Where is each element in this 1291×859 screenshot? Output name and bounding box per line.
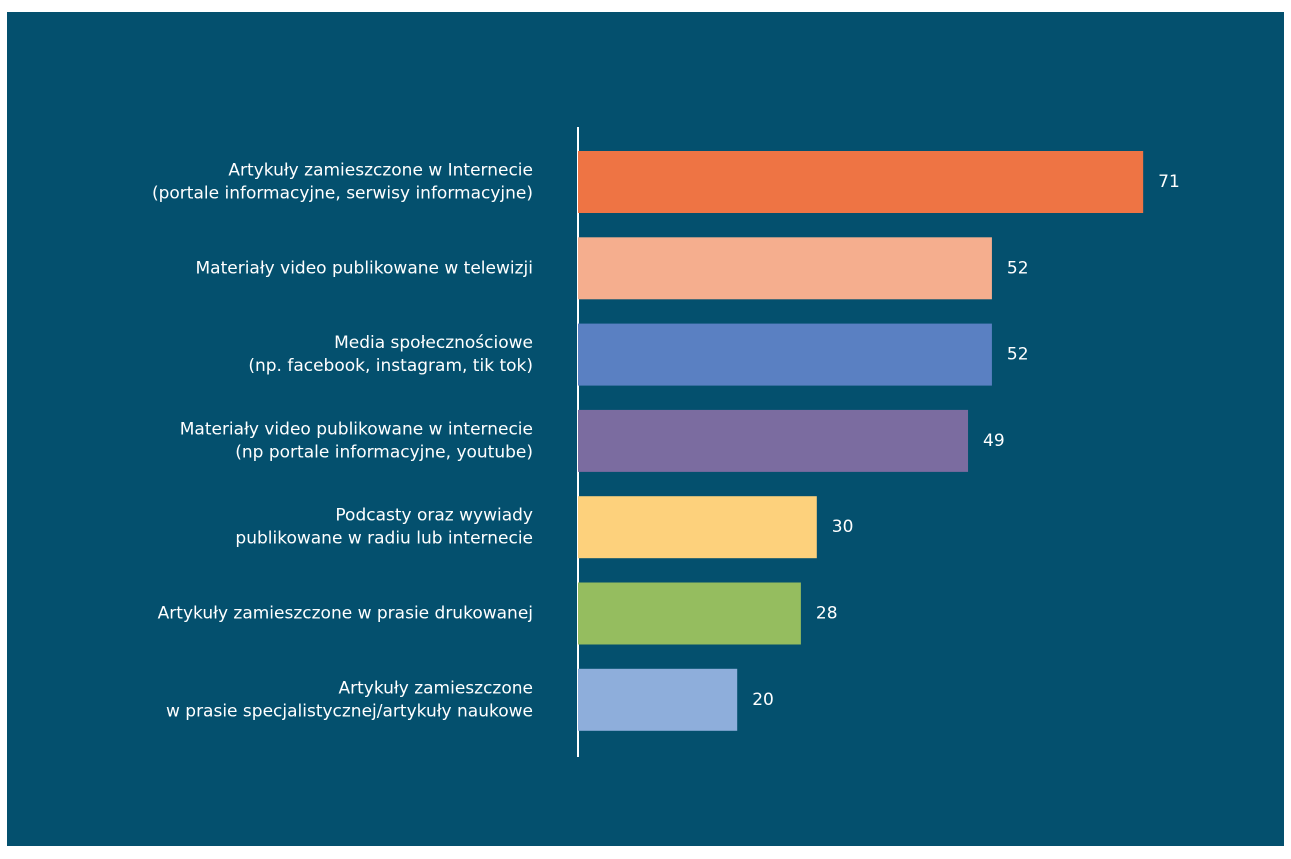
value-label: 28 — [816, 604, 838, 624]
bar — [578, 409, 969, 472]
bar — [578, 496, 817, 559]
category-label: Artykuły zamieszczone w prasie drukowane… — [158, 604, 533, 624]
category-label-line: Artykuły zamieszczone w Internecie — [228, 161, 533, 181]
category-label-line: Artykuły zamieszczone — [338, 678, 533, 698]
value-label: 71 — [1158, 172, 1180, 192]
category-label-line: Materiały video publikowane w telewizji — [196, 258, 534, 278]
category-label-line: (portale informacyjne, serwisy informacy… — [152, 184, 533, 204]
category-label: Materiały video publikowane w internecie… — [180, 419, 533, 462]
category-label-line: (np. facebook, instagram, tik tok) — [248, 356, 533, 376]
category-label-line: Media społecznościowe — [334, 333, 533, 353]
value-label: 52 — [1007, 345, 1029, 365]
bar — [578, 582, 801, 645]
category-label-line: Artykuły zamieszczone w prasie drukowane… — [158, 604, 533, 624]
value-label: 52 — [1007, 258, 1029, 278]
value-label: 20 — [752, 690, 774, 710]
category-label-line: publikowane w radiu lub internecie — [235, 529, 533, 549]
bar — [578, 668, 738, 731]
category-label-line: w prasie specjalistycznej/artykuły nauko… — [166, 701, 533, 721]
category-label: Podcasty oraz wywiady publikowane w radiu… — [235, 506, 533, 549]
category-label-line: (np portale informacyjne, youtube) — [235, 442, 533, 462]
category-label: Artykuły zamieszczone w Internecie (porta… — [152, 161, 533, 204]
bar — [578, 237, 992, 300]
category-label-line: Materiały video publikowane w internecie — [180, 419, 533, 439]
value-label: 30 — [832, 517, 854, 537]
category-label: Media społecznościowe (np. facebook, inst… — [248, 333, 533, 376]
bar — [578, 323, 992, 386]
category-label: Materiały video publikowane w telewizji — [196, 258, 534, 278]
bar — [578, 151, 1144, 213]
category-label-line: Podcasty oraz wywiady — [335, 506, 533, 526]
value-label: 49 — [983, 431, 1005, 451]
category-label: Artykuły zamieszczone w prasie specjalist… — [166, 678, 533, 721]
